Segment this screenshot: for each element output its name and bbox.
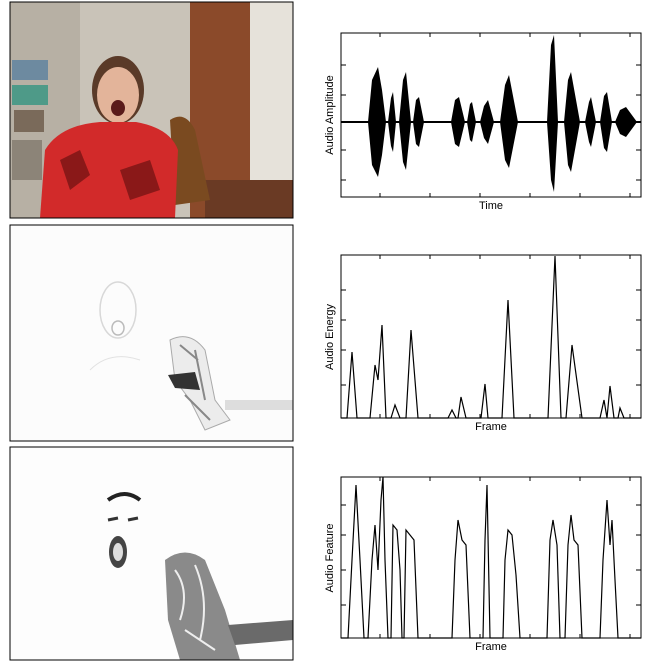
y-axis-label: Audio Feature xyxy=(324,523,336,592)
feature-plot: Frame Audio Feature xyxy=(324,477,641,653)
x-axis-label: Frame xyxy=(475,421,507,433)
feature-image xyxy=(10,447,293,660)
figure: Time Audio Amplitude Frame Audio Energy … xyxy=(0,0,650,665)
video-frame xyxy=(10,2,293,218)
amplitude-plot: Time Audio Amplitude xyxy=(324,33,641,212)
energy-plot: Frame Audio Energy xyxy=(324,255,641,433)
x-axis-label: Time xyxy=(479,200,503,212)
x-axis-label: Frame xyxy=(475,641,507,653)
y-axis-label: Audio Amplitude xyxy=(324,75,336,155)
motion-image xyxy=(10,225,293,441)
y-axis-label: Audio Energy xyxy=(324,303,336,370)
